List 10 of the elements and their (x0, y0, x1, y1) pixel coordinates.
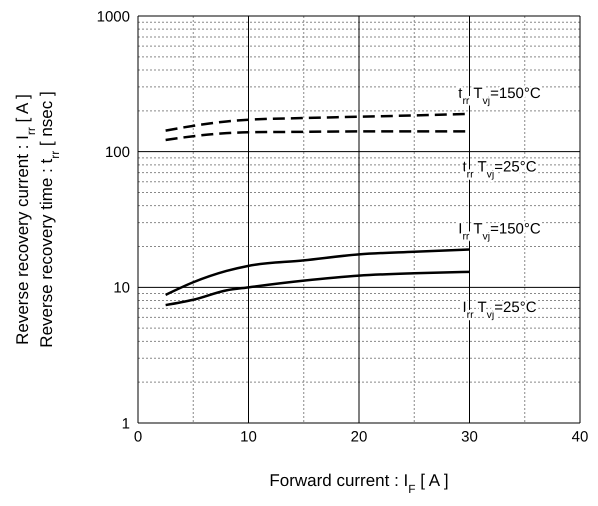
x-tick-label: 30 (461, 428, 478, 446)
y-tick-label: 1 (122, 415, 130, 432)
x-tick-label: 0 (134, 428, 142, 446)
y-tick-label: 1000 (96, 8, 130, 26)
y-tick-label: 100 (104, 144, 130, 161)
x-tick-label: 10 (240, 428, 257, 446)
x-tick-label: 40 (572, 428, 588, 446)
y-tick-label: 10 (113, 280, 130, 297)
x-axis-title: Forward current : I$_{F}$ [ A ] (269, 471, 449, 496)
x-tick-label: 20 (350, 428, 368, 446)
